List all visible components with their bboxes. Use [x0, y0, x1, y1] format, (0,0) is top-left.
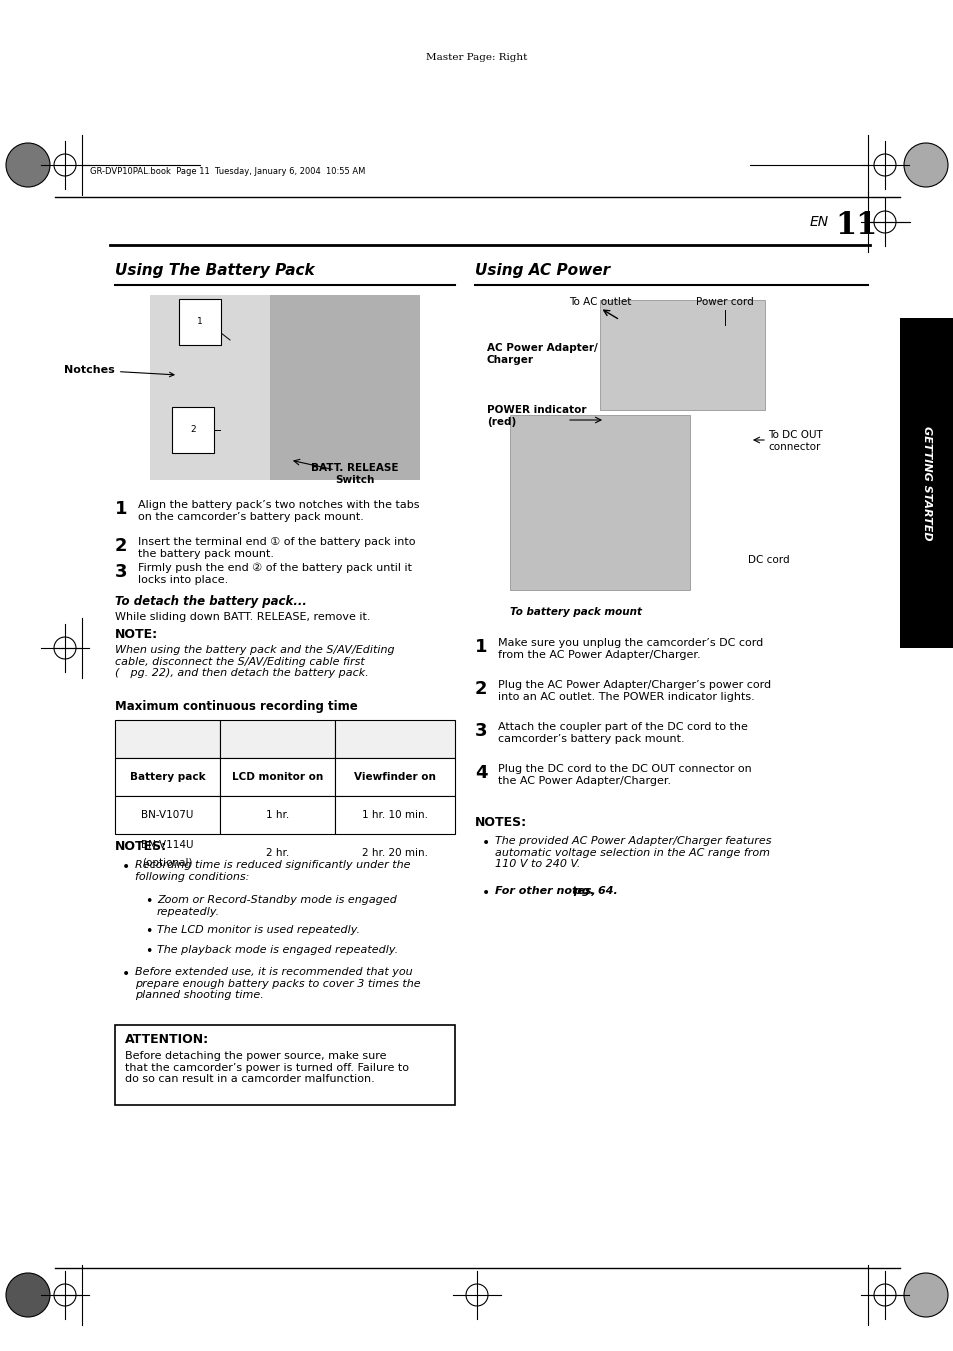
- Bar: [115, 1025, 455, 1105]
- FancyBboxPatch shape: [150, 295, 419, 480]
- Text: Attach the coupler part of the DC cord to the
camcorder’s battery pack mount.: Attach the coupler part of the DC cord t…: [497, 721, 747, 743]
- Bar: [335, 758, 455, 796]
- Bar: [115, 720, 220, 758]
- Text: 1: 1: [115, 500, 128, 517]
- Text: Recording time is reduced significantly under the
following conditions:: Recording time is reduced significantly …: [135, 861, 410, 882]
- Text: (optional): (optional): [142, 858, 193, 867]
- Text: To DC OUT: To DC OUT: [767, 430, 821, 440]
- Text: 3: 3: [115, 563, 128, 581]
- Text: BN-V107U: BN-V107U: [141, 811, 193, 820]
- Text: Using AC Power: Using AC Power: [475, 262, 610, 277]
- Text: BATT. RELEASE: BATT. RELEASE: [311, 463, 398, 473]
- Text: Insert the terminal end ① of the battery pack into
the battery pack mount.: Insert the terminal end ① of the battery…: [138, 536, 416, 558]
- Text: 1 hr. 10 min.: 1 hr. 10 min.: [361, 811, 428, 820]
- Bar: [115, 758, 220, 796]
- Text: pg. 64.: pg. 64.: [569, 886, 618, 896]
- Text: Maximum continuous recording time: Maximum continuous recording time: [115, 700, 357, 713]
- Circle shape: [903, 143, 947, 186]
- Text: Align the battery pack’s two notches with the tabs
on the camcorder’s battery pa: Align the battery pack’s two notches wit…: [138, 500, 419, 521]
- Bar: [220, 720, 335, 758]
- Text: 2: 2: [475, 680, 487, 698]
- FancyBboxPatch shape: [599, 300, 764, 409]
- Text: •: •: [145, 925, 152, 938]
- Bar: [335, 720, 455, 758]
- FancyBboxPatch shape: [510, 415, 689, 590]
- Text: •: •: [145, 894, 152, 908]
- Text: Master Page: Right: Master Page: Right: [426, 53, 527, 62]
- Text: NOTES:: NOTES:: [115, 840, 167, 852]
- Circle shape: [6, 143, 50, 186]
- Text: POWER indicator: POWER indicator: [486, 405, 586, 415]
- Text: Plug the DC cord to the DC OUT connector on
the AC Power Adapter/Charger.: Plug the DC cord to the DC OUT connector…: [497, 765, 751, 785]
- Text: BN-V114U: BN-V114U: [141, 840, 193, 850]
- Text: Make sure you unplug the camcorder’s DC cord
from the AC Power Adapter/Charger.: Make sure you unplug the camcorder’s DC …: [497, 638, 762, 659]
- Text: EN: EN: [809, 215, 828, 230]
- Text: 3: 3: [475, 721, 487, 740]
- Text: 2 hr. 20 min.: 2 hr. 20 min.: [361, 848, 428, 858]
- Text: The LCD monitor is used repeatedly.: The LCD monitor is used repeatedly.: [157, 925, 359, 935]
- Text: Power cord: Power cord: [696, 297, 753, 307]
- Text: connector: connector: [767, 442, 820, 453]
- Text: Viewfinder on: Viewfinder on: [354, 771, 436, 782]
- Text: •: •: [122, 967, 131, 981]
- Text: DC cord: DC cord: [747, 555, 789, 565]
- Text: LCD monitor on: LCD monitor on: [232, 771, 323, 782]
- FancyBboxPatch shape: [270, 295, 419, 480]
- Text: GR-DVP10PAL.book  Page 11  Tuesday, January 6, 2004  10:55 AM: GR-DVP10PAL.book Page 11 Tuesday, Januar…: [90, 168, 365, 177]
- Bar: [115, 796, 220, 834]
- Text: Before detaching the power source, make sure
that the camcorder’s power is turne: Before detaching the power source, make …: [125, 1051, 409, 1085]
- Text: Charger: Charger: [486, 355, 534, 365]
- Text: 1: 1: [197, 317, 203, 327]
- Circle shape: [6, 1273, 50, 1317]
- Text: 2 hr.: 2 hr.: [266, 848, 289, 858]
- Text: To detach the battery pack...: To detach the battery pack...: [115, 594, 307, 608]
- Text: Battery pack: Battery pack: [130, 771, 205, 782]
- Text: (red): (red): [486, 417, 516, 427]
- Bar: [220, 796, 335, 834]
- Text: •: •: [145, 944, 152, 958]
- Circle shape: [903, 1273, 947, 1317]
- Text: 2: 2: [115, 536, 128, 555]
- Bar: [899, 317, 953, 648]
- Text: ATTENTION:: ATTENTION:: [125, 1034, 209, 1046]
- Text: •: •: [481, 836, 490, 850]
- Text: To battery pack mount: To battery pack mount: [510, 607, 641, 617]
- Text: While sliding down BATT. RELEASE, remove it.: While sliding down BATT. RELEASE, remove…: [115, 612, 370, 621]
- Text: To AC outlet: To AC outlet: [568, 297, 631, 307]
- Text: NOTES:: NOTES:: [475, 816, 527, 830]
- Text: •: •: [481, 886, 490, 900]
- Text: AC Power Adapter/: AC Power Adapter/: [486, 343, 598, 353]
- Text: NOTE:: NOTE:: [115, 628, 158, 640]
- Text: •: •: [122, 861, 131, 874]
- Text: 4: 4: [475, 765, 487, 782]
- Text: The playback mode is engaged repeatedly.: The playback mode is engaged repeatedly.: [157, 944, 397, 955]
- Text: 2: 2: [190, 426, 195, 435]
- Text: The provided AC Power Adapter/Charger features
automatic voltage selection in th: The provided AC Power Adapter/Charger fe…: [495, 836, 771, 869]
- Text: Using The Battery Pack: Using The Battery Pack: [115, 262, 314, 277]
- Text: When using the battery pack and the S/AV/Editing
cable, disconnect the S/AV/Edit: When using the battery pack and the S/AV…: [115, 644, 395, 678]
- Text: For other notes,: For other notes,: [495, 886, 595, 896]
- Text: 1 hr.: 1 hr.: [266, 811, 289, 820]
- Text: 11: 11: [834, 211, 877, 242]
- Text: GETTING STARTED: GETTING STARTED: [921, 426, 931, 540]
- Text: 1: 1: [475, 638, 487, 657]
- Text: Plug the AC Power Adapter/Charger’s power cord
into an AC outlet. The POWER indi: Plug the AC Power Adapter/Charger’s powe…: [497, 680, 770, 701]
- Text: Notches: Notches: [64, 365, 173, 377]
- Bar: [335, 796, 455, 834]
- Text: Zoom or Record-Standby mode is engaged
repeatedly.: Zoom or Record-Standby mode is engaged r…: [157, 894, 396, 916]
- Bar: [220, 758, 335, 796]
- Text: Before extended use, it is recommended that you
prepare enough battery packs to : Before extended use, it is recommended t…: [135, 967, 420, 1000]
- Text: Switch: Switch: [335, 476, 375, 485]
- Text: Firmly push the end ② of the battery pack until it
locks into place.: Firmly push the end ② of the battery pac…: [138, 563, 412, 585]
